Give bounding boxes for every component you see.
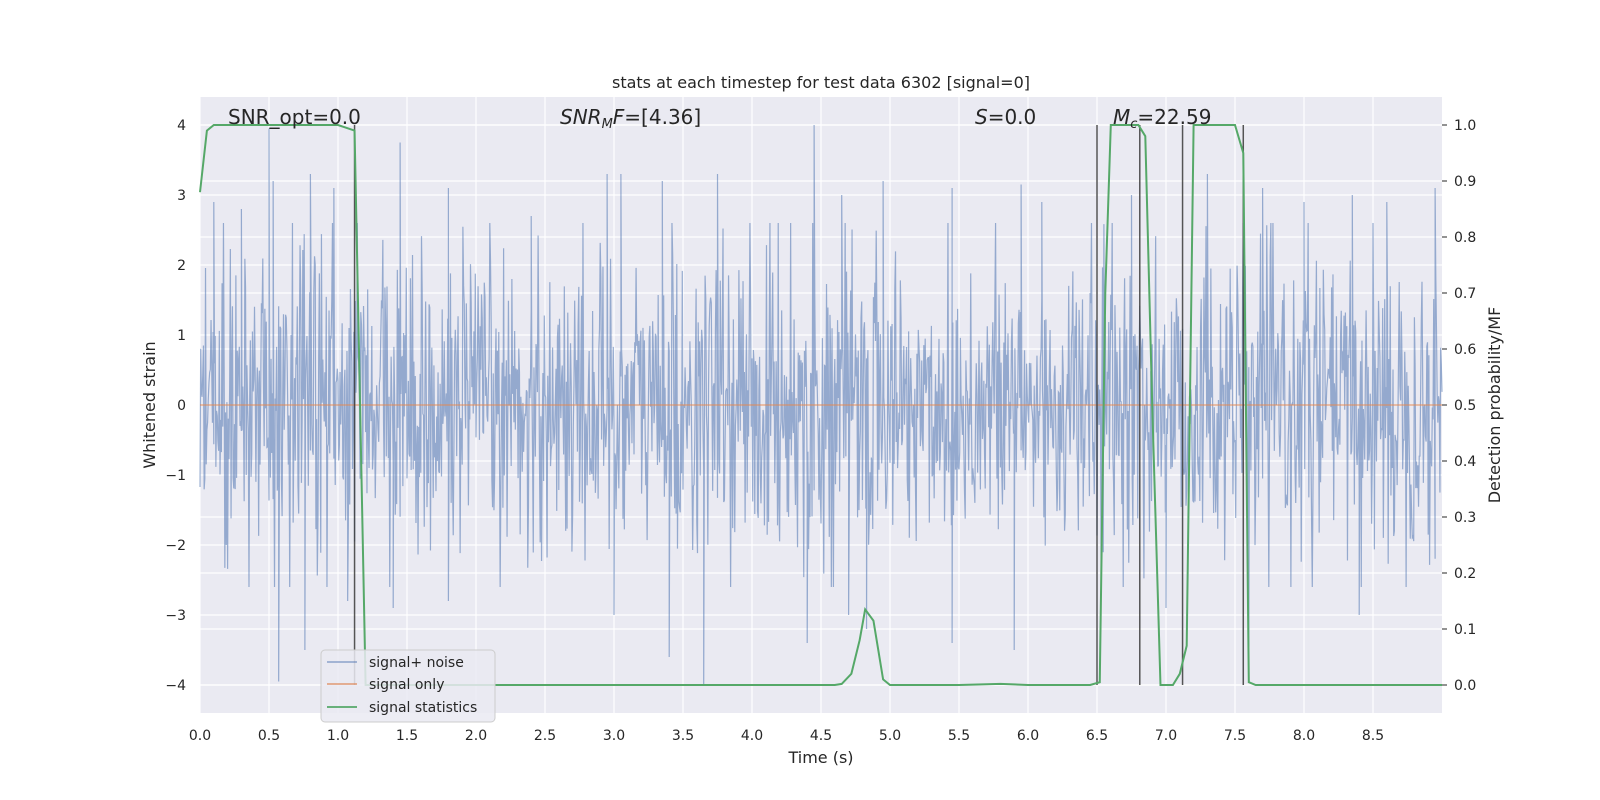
annotation-s: S=0.0 <box>975 105 1036 129</box>
signal-statistics-series <box>199 124 1442 686</box>
annotations: SNR_opt=0.0 SNRMF=[4.36] S=0.0 Mc=22.59 <box>228 105 1211 132</box>
y-tick-label: −2 <box>165 538 186 554</box>
y-tick-label: −1 <box>165 468 186 484</box>
legend-box <box>320 649 496 723</box>
x-tick-label: 3.5 <box>672 728 694 744</box>
y-axis-label: Whitened strain <box>140 341 159 468</box>
x-tick-label: 0.5 <box>258 728 280 744</box>
chart-title: stats at each timestep for test data 630… <box>612 73 1030 92</box>
x-tick-label: 2.0 <box>465 728 487 744</box>
y2-tick-label: 0.1 <box>1454 622 1476 638</box>
legend-label-statistics: signal statistics <box>369 700 477 716</box>
x-tick-label: 6.5 <box>1086 728 1108 744</box>
y-tick-label: −4 <box>165 678 186 694</box>
y-tick-label: −3 <box>165 608 186 624</box>
y2-tick-label: 1.0 <box>1454 118 1476 134</box>
x-tick-label: 6.0 <box>1017 728 1039 744</box>
annotation-mc: Mc=22.59 <box>1113 105 1211 132</box>
y2-tick-label: 0.4 <box>1454 454 1476 470</box>
signal-noise-line <box>199 124 1443 686</box>
y-tick-label: 3 <box>177 188 186 204</box>
x-tick-label: 8.0 <box>1293 728 1315 744</box>
x-tick-label: 7.0 <box>1155 728 1177 744</box>
x-tick-label: 2.5 <box>534 728 556 744</box>
x-tick-label: 3.0 <box>603 728 625 744</box>
annotation-snr-opt: SNR_opt=0.0 <box>228 105 361 129</box>
y-tick-label: 0 <box>177 398 186 414</box>
y-tick-label: 4 <box>177 118 186 134</box>
y2-tick-label: 0.5 <box>1454 398 1476 414</box>
x-tick-label: 5.0 <box>879 728 901 744</box>
annotation-snr-mf: SNRMF=[4.36] <box>560 105 701 132</box>
signal-noise-series <box>199 124 1443 686</box>
y2-tick-label: 0.9 <box>1454 174 1476 190</box>
y2-tick-label: 0.8 <box>1454 230 1476 246</box>
y2-axis-ticks: 1.0 0.9 0.8 0.7 0.6 0.5 0.4 0.3 0.2 0.1 0.0 <box>1442 118 1476 694</box>
y2-tick-label: 0.7 <box>1454 286 1476 302</box>
y2-tick-label: 0.0 <box>1454 678 1476 694</box>
legend-label-noise: signal+ noise <box>369 655 464 671</box>
y-tick-label: 1 <box>177 328 186 344</box>
x-axis-ticks: 0.0 0.5 1.0 1.5 2.0 2.5 3.0 3.5 4.0 4.5 5.0 5.5 6.0 6… <box>189 728 1384 744</box>
x-axis-label: Time (s) <box>787 748 853 767</box>
y-axis-ticks: 4 3 2 1 0 −1 −2 −3 −4 <box>165 118 186 694</box>
x-tick-label: 5.5 <box>948 728 970 744</box>
x-tick-label: 7.5 <box>1224 728 1246 744</box>
signal-statistics-line <box>199 124 1442 686</box>
legend: signal+ noise signal only signal statist… <box>320 649 496 723</box>
y2-tick-label: 0.6 <box>1454 342 1476 358</box>
legend-label-signal-only: signal only <box>369 677 444 693</box>
x-tick-label: 4.0 <box>741 728 763 744</box>
vertical-markers <box>353 125 1245 685</box>
y-tick-label: 2 <box>177 258 186 274</box>
x-tick-label: 4.5 <box>810 728 832 744</box>
y2-tick-label: 0.2 <box>1454 566 1476 582</box>
x-tick-label: 8.5 <box>1362 728 1384 744</box>
x-tick-label: 1.0 <box>327 728 349 744</box>
x-tick-label: 0.0 <box>189 728 211 744</box>
y2-tick-label: 0.3 <box>1454 510 1476 526</box>
x-tick-label: 1.5 <box>396 728 418 744</box>
y2-axis-label: Detection probability/MF <box>1485 307 1504 504</box>
